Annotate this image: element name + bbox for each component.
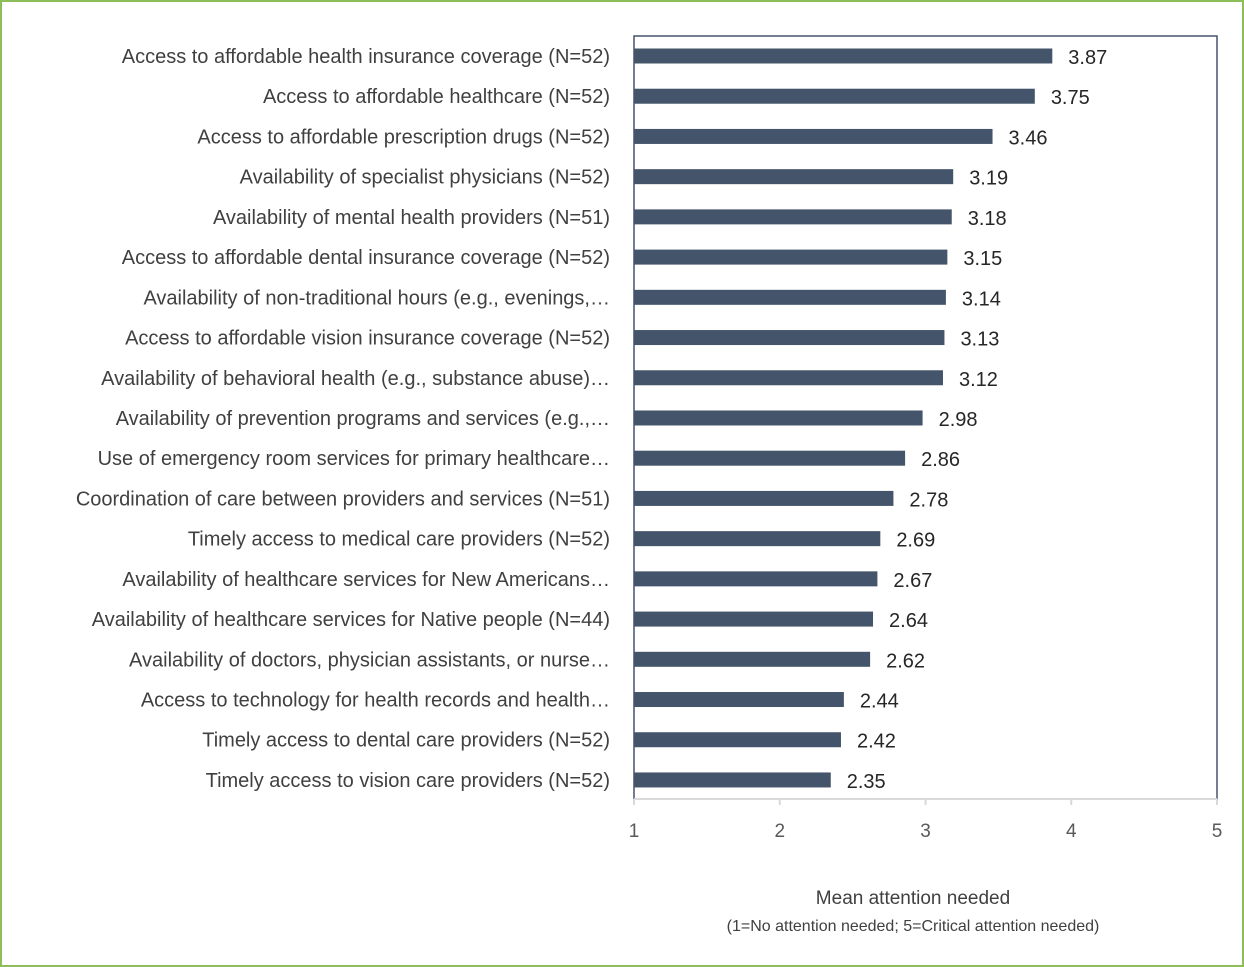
value-label: 3.13 [960,329,999,351]
bar [634,88,1035,104]
category-label: Access to affordable healthcare (N=52) [263,86,610,108]
category-labels-group: Access to affordable health insurance co… [76,46,610,792]
category-label: Access to technology for health records … [141,690,610,712]
bar [634,732,841,748]
x-axis-subtitle: (1=No attention needed; 5=Critical atten… [727,918,1100,935]
category-label: Availability of healthcare services for … [122,569,610,591]
bar [634,330,945,346]
value-label: 2.62 [886,650,925,672]
value-labels-group: 3.87 3.753.463.19 3.18 3.15 3.14 3.13 3.12 2.98… [847,47,1107,793]
category-label: Availability of behavioral health (e.g.,… [101,368,610,390]
category-label: Availability of mental health providers … [213,207,610,229]
category-label: Access to affordable health insurance co… [122,46,610,68]
category-label: Access to affordable prescription drugs … [197,126,610,148]
bars-group [634,48,1053,788]
category-label: Coordination of care between providers a… [76,488,610,510]
bar [634,490,894,506]
value-label: 3.19 [969,168,1008,190]
value-label: 3.12 [959,369,998,391]
bar [634,450,906,466]
bar [634,169,954,185]
category-label: Use of emergency room services for prima… [98,448,610,470]
value-label: 2.44 [860,691,899,713]
value-label: 2.98 [939,409,978,431]
value-label: 3.15 [963,248,1002,270]
bar [634,531,881,547]
category-label: Timely access to vision care providers (… [206,770,610,792]
category-label: Access to affordable dental insurance co… [122,247,610,269]
category-label: Timely access to medical care providers … [188,529,610,551]
bar [634,410,923,426]
bar [634,289,946,305]
category-label: Availability of non-traditional hours (e… [143,287,610,309]
value-label: 2.78 [909,489,948,511]
bar [634,128,993,144]
x-axis: 1 2 3 4 5 [629,35,1223,842]
bar [634,772,831,788]
x-tick-label: 1 [629,821,640,842]
category-label: Availability of specialist physicians (N… [240,167,610,189]
value-label: 2.64 [889,610,928,632]
bar [634,692,844,708]
bar [634,209,952,225]
bar [634,249,948,265]
category-label: Availability of doctors, physician assis… [129,649,610,671]
value-label: 3.75 [1051,87,1090,109]
category-label: Access to affordable vision insurance co… [125,328,610,350]
category-label: Timely access to dental care providers (… [202,730,610,752]
x-tick-label: 4 [1066,821,1077,842]
bar [634,370,943,386]
bar [634,571,878,587]
value-label: 2.42 [857,731,896,753]
value-label: 3.46 [1009,127,1048,149]
bar [634,651,871,667]
value-label: 3.14 [962,288,1001,310]
value-label: 2.69 [896,530,935,552]
value-label: 2.35 [847,771,886,793]
value-label: 3.87 [1068,47,1107,69]
value-label: 3.18 [968,208,1007,230]
category-label: Availability of healthcare services for … [92,609,610,631]
category-label: Availability of prevention programs and … [116,408,610,430]
bar [634,611,874,627]
x-tick-label: 2 [774,821,785,842]
bar [634,48,1053,64]
value-label: 2.67 [893,570,932,592]
x-tick-label: 3 [920,821,931,842]
x-axis-title: Mean attention needed [816,888,1010,909]
x-tick-label: 5 [1212,821,1223,842]
value-label: 2.86 [921,449,960,471]
